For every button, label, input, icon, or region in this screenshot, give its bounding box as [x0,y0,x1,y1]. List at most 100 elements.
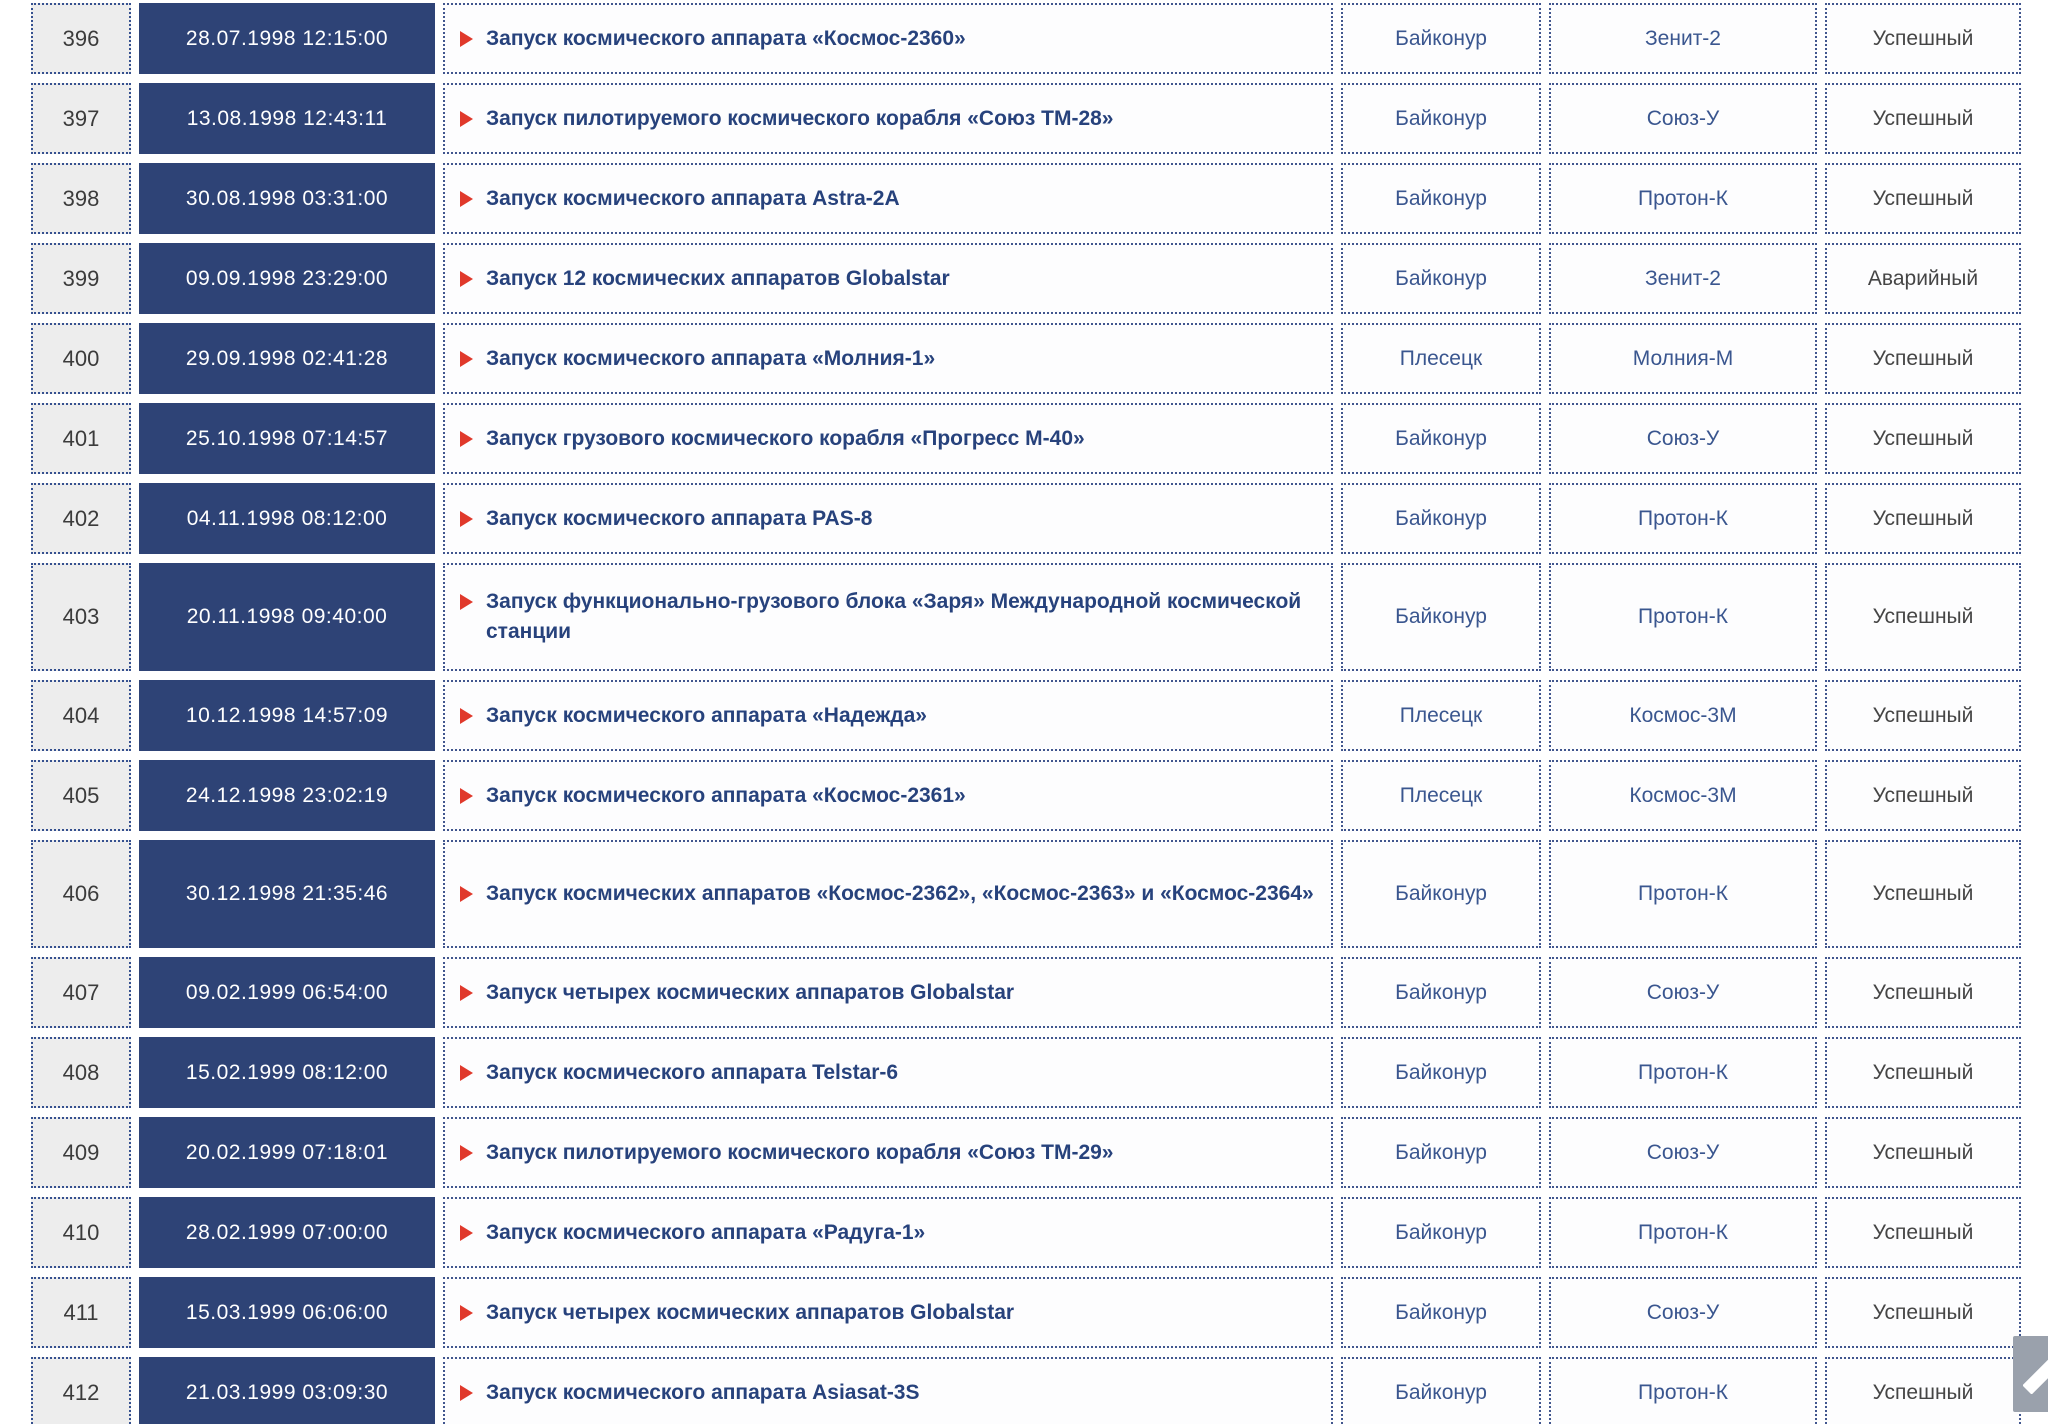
red-triangle-bullet-icon [460,1224,473,1241]
launch-status-cell: Аварийный [1825,243,2021,314]
arrow-up-icon [2023,1359,2048,1394]
launch-status-cell: Успешный [1825,1197,2021,1268]
launch-description-link[interactable]: Запуск космического аппарата Astra-2A [486,186,900,210]
launch-datetime-cell: 09.02.1999 06:54:00 [139,957,435,1028]
row-number-cell: 411 [31,1277,131,1348]
launch-datetime-cell: 20.11.1998 09:40:00 [139,563,435,671]
row-number-cell: 405 [31,760,131,831]
launch-vehicle-cell: Протон-К [1549,1037,1817,1108]
launch-datetime-cell: 29.09.1998 02:41:28 [139,323,435,394]
red-triangle-bullet-icon [460,984,473,1001]
table-row: 402 04.11.1998 08:12:00 Запуск космическ… [31,483,2021,554]
red-triangle-bullet-icon [460,1384,473,1401]
launch-vehicle-cell: Молния-М [1549,323,1817,394]
launch-site-cell: Байконур [1341,403,1541,474]
table-row: 396 28.07.1998 12:15:00 Запуск космическ… [31,3,2021,74]
launch-description-cell: Запуск космического аппарата «Надежда» [443,680,1333,751]
launch-site-cell: Байконур [1341,1037,1541,1108]
table-row: 400 29.09.1998 02:41:28 Запуск космическ… [31,323,2021,394]
launch-vehicle-cell: Зенит-2 [1549,3,1817,74]
launch-description-row: Запуск грузового космического корабля «П… [460,424,1317,454]
red-triangle-bullet-icon [460,110,473,127]
launch-vehicle-cell: Союз-У [1549,1117,1817,1188]
launch-description-link[interactable]: Запуск космического аппарата Asiasat-3S [486,1380,920,1404]
launch-vehicle-cell: Союз-У [1549,83,1817,154]
launch-description-cell: Запуск космического аппарата Asiasat-3S [443,1357,1333,1424]
launch-description-link[interactable]: Запуск космических аппаратов «Космос-236… [486,882,1314,905]
launch-description-link[interactable]: Запуск космического аппарата Telstar-6 [486,1060,899,1084]
launch-vehicle-cell: Протон-К [1549,1197,1817,1268]
launch-description-row: Запуск космического аппарата «Молния-1» [460,344,1317,374]
launch-description-link[interactable]: Запуск космического аппарата «Радуга-1» [486,1220,926,1244]
launch-site-cell: Байконур [1341,163,1541,234]
table-row: 404 10.12.1998 14:57:09 Запуск космическ… [31,680,2021,751]
launch-description-row: Запуск космического аппарата «Радуга-1» [460,1218,1317,1248]
row-number-cell: 408 [31,1037,131,1108]
launch-vehicle-cell: Союз-У [1549,957,1817,1028]
launch-description-link[interactable]: Запуск космического аппарата «Надежда» [486,703,927,727]
launch-datetime-cell: 28.07.1998 12:15:00 [139,3,435,74]
launch-site-cell: Байконур [1341,83,1541,154]
launch-datetime-cell: 04.11.1998 08:12:00 [139,483,435,554]
launch-description-link[interactable]: Запуск космического аппарата «Космос-236… [486,783,966,807]
launch-datetime-cell: 15.03.1999 06:06:00 [139,1277,435,1348]
launch-status-cell: Успешный [1825,563,2021,671]
launch-description-link[interactable]: Запуск 12 космических аппаратов Globalst… [486,266,950,290]
launch-status-cell: Успешный [1825,3,2021,74]
launch-datetime-cell: 15.02.1999 08:12:00 [139,1037,435,1108]
red-triangle-bullet-icon [460,886,473,902]
scroll-to-top-button[interactable] [2013,1336,2048,1412]
table-row: 403 20.11.1998 09:40:00 Запуск функциона… [31,563,2021,671]
red-triangle-bullet-icon [460,30,473,47]
launch-description-row: Запуск четырех космических аппаратов Glo… [460,1298,1317,1328]
launch-status-cell: Успешный [1825,680,2021,751]
launch-status-cell: Успешный [1825,83,2021,154]
red-triangle-bullet-icon [460,270,473,287]
launch-description-link[interactable]: Запуск космического аппарата PAS-8 [486,506,873,530]
table-row: 398 30.08.1998 03:31:00 Запуск космическ… [31,163,2021,234]
row-number-cell: 406 [31,840,131,948]
launch-site-cell: Байконур [1341,1277,1541,1348]
launch-description-link[interactable]: Запуск грузового космического корабля «П… [486,426,1085,450]
launch-datetime-cell: 09.09.1998 23:29:00 [139,243,435,314]
red-triangle-bullet-icon [460,594,473,610]
launch-description-cell: Запуск космического аппарата PAS-8 [443,483,1333,554]
launch-description-cell: Запуск грузового космического корабля «П… [443,403,1333,474]
launch-vehicle-cell: Космос-3М [1549,680,1817,751]
launch-status-cell: Успешный [1825,1117,2021,1188]
red-triangle-bullet-icon [460,1144,473,1161]
table-row: 401 25.10.1998 07:14:57 Запуск грузового… [31,403,2021,474]
launch-datetime-cell: 10.12.1998 14:57:09 [139,680,435,751]
launch-site-cell: Байконур [1341,957,1541,1028]
launch-description-row: Запуск пилотируемого космического корабл… [460,104,1317,134]
launch-description-cell: Запуск космических аппаратов «Космос-236… [443,840,1333,948]
table-row: 411 15.03.1999 06:06:00 Запуск четырех к… [31,1277,2021,1348]
launch-description-row: Запуск космического аппарата Asiasat-3S [460,1378,1317,1408]
launch-datetime-cell: 21.03.1999 03:09:30 [139,1357,435,1424]
row-number-cell: 397 [31,83,131,154]
launch-vehicle-cell: Протон-К [1549,483,1817,554]
launch-description-link[interactable]: Запуск пилотируемого космического корабл… [486,1140,1114,1164]
launch-status-cell: Успешный [1825,957,2021,1028]
launch-description-link[interactable]: Запуск функционально-грузового блока «За… [486,590,1302,643]
launch-site-cell: Плесецк [1341,760,1541,831]
row-number-cell: 398 [31,163,131,234]
launch-datetime-cell: 24.12.1998 23:02:19 [139,760,435,831]
launch-vehicle-cell: Зенит-2 [1549,243,1817,314]
launch-description-link[interactable]: Запуск космического аппарата «Молния-1» [486,346,936,370]
launch-vehicle-cell: Космос-3М [1549,760,1817,831]
launch-site-cell: Плесецк [1341,680,1541,751]
table-row: 409 20.02.1999 07:18:01 Запуск пилотируе… [31,1117,2021,1188]
launch-description-row: Запуск космического аппарата Telstar-6 [460,1058,1317,1088]
launch-site-cell: Байконур [1341,243,1541,314]
launch-description-row: Запуск функционально-грузового блока «За… [460,587,1317,647]
launch-description-cell: Запуск четырех космических аппаратов Glo… [443,957,1333,1028]
launch-description-link[interactable]: Запуск четырех космических аппаратов Glo… [486,1300,1015,1324]
launch-description-link[interactable]: Запуск пилотируемого космического корабл… [486,106,1114,130]
launch-table: 396 28.07.1998 12:15:00 Запуск космическ… [23,0,2029,1424]
launch-status-cell: Успешный [1825,1357,2021,1424]
launch-description-link[interactable]: Запуск космического аппарата «Космос-236… [486,26,966,50]
table-row: 408 15.02.1999 08:12:00 Запуск космическ… [31,1037,2021,1108]
red-triangle-bullet-icon [460,510,473,527]
launch-description-link[interactable]: Запуск четырех космических аппаратов Glo… [486,980,1015,1004]
